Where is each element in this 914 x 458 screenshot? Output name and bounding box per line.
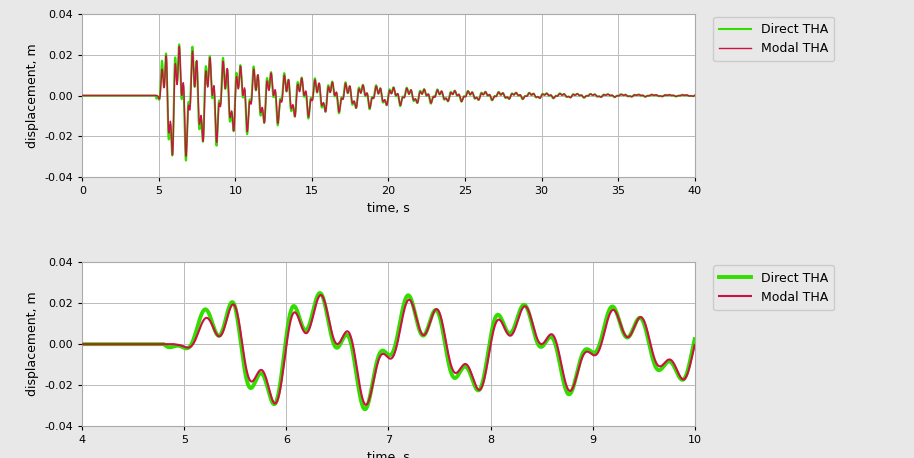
Modal THA	[540, 92, 551, 97]
Direct THA	[547, 336, 558, 341]
X-axis label: time, s: time, s	[367, 202, 409, 215]
Direct THA	[443, 95, 454, 101]
Modal THA	[315, 292, 326, 298]
Direct THA	[265, 72, 276, 77]
Direct THA	[77, 93, 88, 98]
Direct THA	[174, 42, 185, 47]
Modal THA	[360, 402, 371, 408]
Direct THA	[77, 341, 88, 347]
Direct THA	[462, 365, 473, 371]
Line: Direct THA: Direct THA	[82, 293, 695, 409]
Modal THA	[462, 363, 473, 368]
Modal THA	[689, 93, 700, 98]
Direct THA	[484, 341, 495, 347]
Modal THA	[280, 354, 291, 360]
Line: Modal THA: Modal THA	[82, 295, 695, 405]
Modal THA	[174, 44, 185, 49]
Direct THA	[280, 345, 291, 350]
Modal THA	[443, 96, 454, 101]
Direct THA	[180, 158, 191, 164]
Modal THA	[77, 93, 88, 98]
Direct THA	[359, 407, 370, 412]
Modal THA	[689, 343, 700, 348]
Modal THA	[270, 401, 281, 406]
Modal THA	[605, 93, 616, 98]
Y-axis label: displacement, m: displacement, m	[26, 43, 39, 148]
Direct THA	[314, 290, 325, 296]
Modal THA	[484, 349, 495, 354]
Direct THA	[689, 337, 700, 342]
Legend: Direct THA, Modal THA: Direct THA, Modal THA	[713, 17, 834, 61]
Legend: Direct THA, Modal THA: Direct THA, Modal THA	[713, 265, 834, 310]
Direct THA	[689, 93, 700, 98]
Modal THA	[547, 332, 558, 338]
Direct THA	[217, 329, 228, 334]
Line: Modal THA: Modal THA	[82, 46, 695, 156]
Modal THA	[77, 341, 88, 347]
Modal THA	[181, 153, 192, 159]
X-axis label: time, s: time, s	[367, 451, 409, 458]
Direct THA	[583, 92, 594, 98]
Direct THA	[540, 92, 551, 97]
Modal THA	[265, 74, 276, 79]
Y-axis label: displacement, m: displacement, m	[26, 292, 39, 397]
Line: Direct THA: Direct THA	[82, 44, 695, 161]
Direct THA	[455, 97, 466, 103]
Direct THA	[270, 401, 281, 406]
Direct THA	[605, 93, 616, 98]
Modal THA	[455, 96, 466, 102]
Modal THA	[217, 331, 228, 337]
Modal THA	[583, 93, 594, 98]
